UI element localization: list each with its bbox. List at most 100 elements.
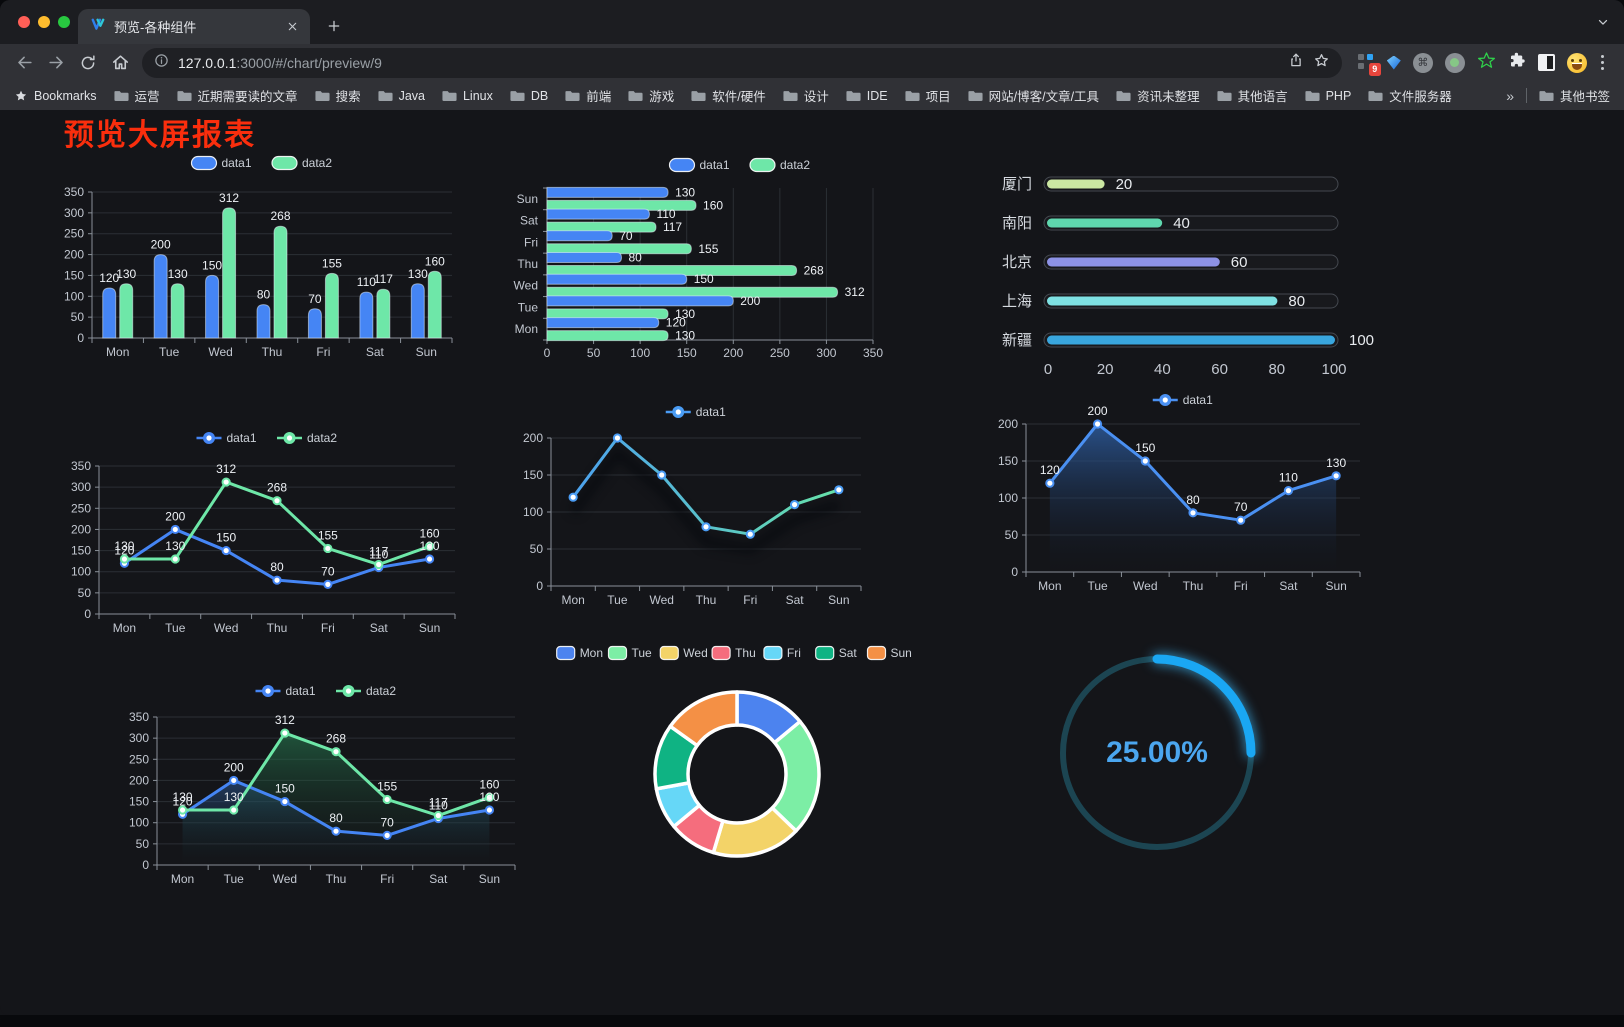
other-bookmarks-folder[interactable]: 其他书签 xyxy=(1539,86,1610,105)
area-data1 xyxy=(1049,424,1337,572)
legend-item-Sun[interactable]: Sun xyxy=(866,645,912,661)
bookmarks-manager-item[interactable]: Bookmarks xyxy=(14,89,97,103)
bookmark-folder-16[interactable]: 文件服务器 xyxy=(1368,86,1452,105)
legend-item-Wed[interactable]: Wed xyxy=(659,645,708,661)
bookmark-folder-7[interactable]: 游戏 xyxy=(628,86,674,105)
legend-item-data2[interactable]: data2 xyxy=(277,431,337,445)
legend-item-data1[interactable]: data1 xyxy=(1152,393,1213,407)
bar-horizontal-canvas[interactable]: data1 data2 0 50 100 150 200 250 300 350 Sun 130 160… xyxy=(505,152,905,370)
chart-line-gradient[interactable]: data1 0 50 100 150 200 Mon Tue Wed Thu Fri Sat Sun xyxy=(503,396,903,624)
bookmark-star-icon[interactable] xyxy=(1313,52,1330,74)
extension-command-icon[interactable]: ⌘ xyxy=(1412,52,1433,73)
svg-text:60: 60 xyxy=(1211,361,1228,378)
chart-gauge-progress[interactable]: 25.00% xyxy=(1055,653,1259,863)
extension-recorder-icon[interactable] xyxy=(1444,52,1465,73)
extension-contrast-icon[interactable] xyxy=(1537,54,1555,71)
progress-bars-canvas[interactable]: 厦门 20 南阳 40 北京 60 上海 80 新疆 100 0 20 40 60 80 100 xyxy=(992,156,1374,396)
line-gradient-canvas[interactable]: data1 0 50 100 150 200 Mon Tue Wed Thu Fri Sat Sun xyxy=(503,396,903,624)
legend-item-Thu[interactable]: Thu xyxy=(711,645,756,661)
bookmark-folder-10[interactable]: IDE xyxy=(846,89,888,103)
traffic-light-minimize[interactable] xyxy=(38,16,50,28)
svg-text:data1: data1 xyxy=(696,405,726,419)
svg-text:312: 312 xyxy=(216,462,236,476)
bookmark-folder-13[interactable]: 资讯未整理 xyxy=(1116,86,1200,105)
extension-green-star-icon[interactable] xyxy=(1477,51,1496,75)
svg-text:160: 160 xyxy=(425,254,445,268)
bookmark-folder-15[interactable]: PHP xyxy=(1305,89,1351,103)
forward-button[interactable] xyxy=(40,48,72,78)
tab-search-chevron-icon[interactable] xyxy=(1596,15,1610,34)
bar-data2-Fri xyxy=(546,243,692,255)
bookmark-folder-4[interactable]: Linux xyxy=(442,89,493,103)
svg-text:20: 20 xyxy=(1097,361,1114,378)
legend-item-data1[interactable]: data1 xyxy=(665,405,726,419)
browser-tab[interactable]: 预览-各种组件 xyxy=(78,9,310,44)
extension-pixel-icon[interactable]: 9 xyxy=(1357,54,1381,76)
home-button[interactable] xyxy=(104,48,136,78)
bookmark-folder-12[interactable]: 网站/博客/文章/工具 xyxy=(968,86,1099,105)
line-dual-canvas[interactable]: data1 data2 0 50 100 150 200 250 300 350 Mon Tue Wed… xyxy=(45,422,467,650)
svg-text:50: 50 xyxy=(136,837,150,851)
bookmark-folder-0[interactable]: 运营 xyxy=(113,86,160,105)
legend-item-data2[interactable]: data2 xyxy=(749,157,810,173)
chart-progress-bars[interactable]: 厦门 20 南阳 40 北京 60 上海 80 新疆 100 0 20 40 60 80 100 xyxy=(992,156,1374,396)
bookmarks-overflow-button[interactable]: » xyxy=(1506,87,1514,104)
bookmark-folder-9[interactable]: 设计 xyxy=(783,86,829,105)
legend-item-data1[interactable]: data1 xyxy=(255,684,316,698)
bookmark-folder-5[interactable]: DB xyxy=(510,89,548,103)
svg-text:Tue: Tue xyxy=(632,646,653,660)
legend-item-data1[interactable]: data1 xyxy=(668,157,730,173)
site-info-icon[interactable] xyxy=(154,53,169,73)
bookmark-folder-11[interactable]: 项目 xyxy=(905,86,951,105)
svg-text:data1: data1 xyxy=(700,158,730,172)
extensions-area: 9 ⌘ xyxy=(1352,51,1616,76)
legend-item-Sat[interactable]: Sat xyxy=(815,645,858,661)
tab-close-icon[interactable] xyxy=(282,17,302,37)
chart-bar-vertical[interactable]: data1 data2 0 50 100 150 200 250 300 350 Mon Tue Wed… xyxy=(46,150,460,368)
svg-text:155: 155 xyxy=(318,528,338,542)
bookmark-folder-14[interactable]: 其他语言 xyxy=(1217,86,1288,105)
svg-text:0: 0 xyxy=(1044,361,1052,378)
extension-gem-icon[interactable] xyxy=(1386,55,1401,70)
legend-item-data2[interactable]: data2 xyxy=(336,684,396,698)
legend-item-data1[interactable]: data1 xyxy=(190,155,252,171)
new-tab-button[interactable] xyxy=(320,12,348,40)
extensions-puzzle-icon[interactable] xyxy=(1508,51,1526,74)
legend-item-data2[interactable]: data2 xyxy=(271,155,332,171)
svg-text:Tue: Tue xyxy=(224,872,245,886)
traffic-light-close[interactable] xyxy=(18,16,30,28)
line-dual-area-canvas[interactable]: data1 data2 0 50 100 150 200 250 300 350 Mon Tue Wed… xyxy=(103,675,527,901)
traffic-light-zoom[interactable] xyxy=(58,16,70,28)
legend-item-data1[interactable]: data1 xyxy=(196,431,257,445)
legend-item-Tue[interactable]: Tue xyxy=(607,645,653,661)
chart-donut-pie[interactable]: Mon Tue Wed Thu Fri Sat Sun xyxy=(554,638,922,888)
bar-data2-Sat xyxy=(376,288,391,339)
bookmark-folder-1[interactable]: 近期需要读的文章 xyxy=(176,86,298,105)
svg-text:Tue: Tue xyxy=(1087,579,1108,593)
pie-slice-Sun[interactable] xyxy=(668,690,739,748)
bookmark-folder-6[interactable]: 前端 xyxy=(565,86,611,105)
bookmark-folder-8[interactable]: 软件/硬件 xyxy=(691,86,766,105)
profile-avatar[interactable] xyxy=(1566,52,1587,73)
chart-line-dual-area[interactable]: data1 data2 0 50 100 150 200 250 300 350 Mon Tue Wed… xyxy=(103,675,527,901)
svg-text:130: 130 xyxy=(1326,456,1346,470)
gauge-canvas[interactable]: 25.00% xyxy=(1055,653,1259,863)
reload-button[interactable] xyxy=(72,48,104,78)
bookmark-folder-3[interactable]: Java xyxy=(378,89,425,103)
share-icon[interactable] xyxy=(1288,52,1304,73)
back-button[interactable] xyxy=(8,48,40,78)
legend-item-Fri[interactable]: Fri xyxy=(763,645,801,661)
menu-button[interactable] xyxy=(1599,55,1610,70)
legend-item-Mon[interactable]: Mon xyxy=(556,645,603,661)
svg-text:120: 120 xyxy=(666,316,686,330)
chart-line-dual[interactable]: data1 data2 0 50 100 150 200 250 300 350 Mon Tue Wed… xyxy=(45,422,467,650)
svg-text:data1: data1 xyxy=(1183,393,1213,407)
bar-vertical-canvas[interactable]: data1 data2 0 50 100 150 200 250 300 350 Mon Tue Wed… xyxy=(46,150,460,368)
donut-canvas[interactable]: Mon Tue Wed Thu Fri Sat Sun xyxy=(554,638,922,888)
address-bar[interactable]: 127.0.0.1:3000/#/chart/preview/9 xyxy=(142,47,1342,78)
area-single-canvas[interactable]: data1 0 50 100 150 200 Mon Tue Wed Thu Fri Sat Sun 12… xyxy=(980,386,1368,612)
chart-area-single[interactable]: data1 0 50 100 150 200 Mon Tue Wed Thu Fri Sat Sun 12… xyxy=(980,386,1368,612)
svg-text:150: 150 xyxy=(64,268,84,282)
chart-bar-horizontal[interactable]: data1 data2 0 50 100 150 200 250 300 350 Sun 130 160… xyxy=(505,152,905,370)
bookmark-folder-2[interactable]: 搜索 xyxy=(315,86,361,105)
